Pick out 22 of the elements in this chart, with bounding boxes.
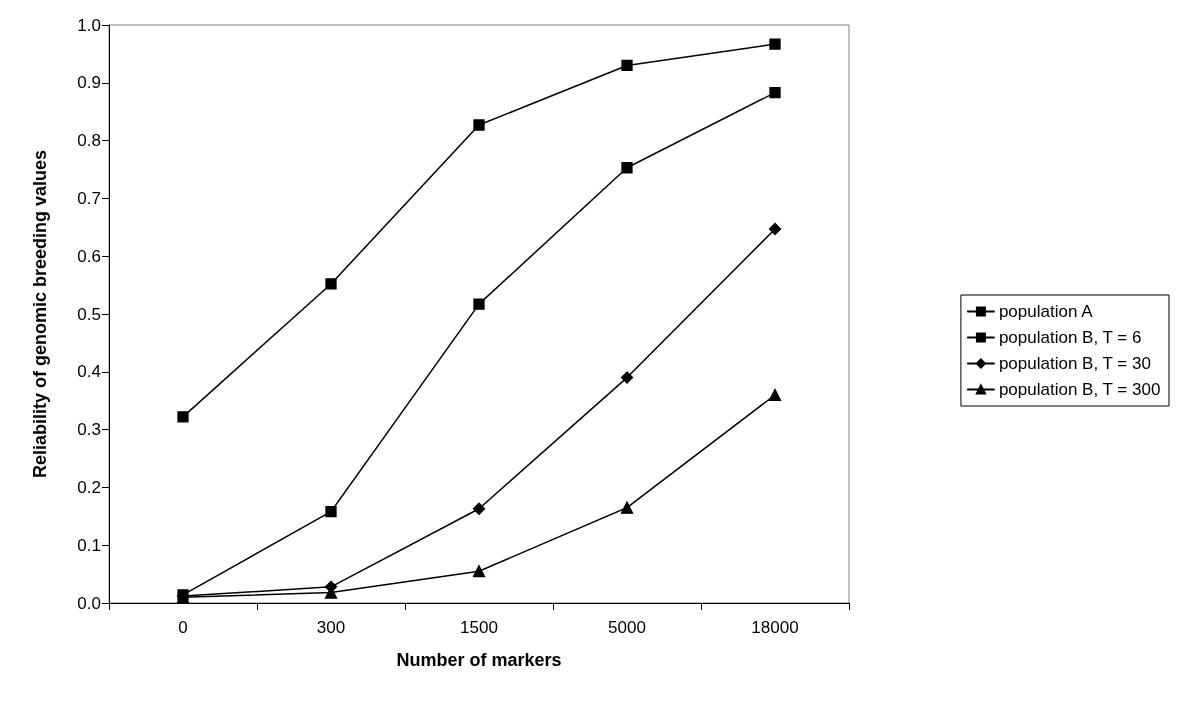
- y-tick-label: 1.0: [77, 15, 101, 35]
- legend-label: population B, T = 6: [998, 328, 1142, 347]
- legend-label: population B, T = 30: [998, 354, 1151, 373]
- y-tick-label: 0.8: [77, 131, 101, 151]
- y-tick-label: 0.7: [77, 188, 101, 208]
- legend-label: population A: [998, 302, 1094, 321]
- y-tick-label: 0.1: [77, 535, 101, 555]
- x-tick-label: 18000: [751, 618, 799, 637]
- x-tick-label: 5000: [608, 618, 646, 637]
- y-tick-label: 0.2: [77, 477, 101, 497]
- y-tick-label: 0.5: [77, 304, 101, 324]
- x-tick-label: 0: [178, 618, 188, 637]
- y-tick-label: 0.4: [77, 362, 101, 382]
- legend-label: population B, T = 300: [998, 380, 1161, 399]
- x-axis-title: Number of markers: [396, 650, 562, 670]
- y-tick-label: 0.3: [77, 420, 101, 440]
- y-tick-label: 0.0: [77, 593, 101, 613]
- x-tick-label: 300: [316, 618, 346, 637]
- y-tick-label: 0.9: [77, 73, 101, 93]
- y-axis-title: Reliability of genomic breeding values: [30, 149, 50, 479]
- x-tick-label: 1500: [460, 618, 498, 637]
- y-tick-label: 0.6: [77, 246, 101, 266]
